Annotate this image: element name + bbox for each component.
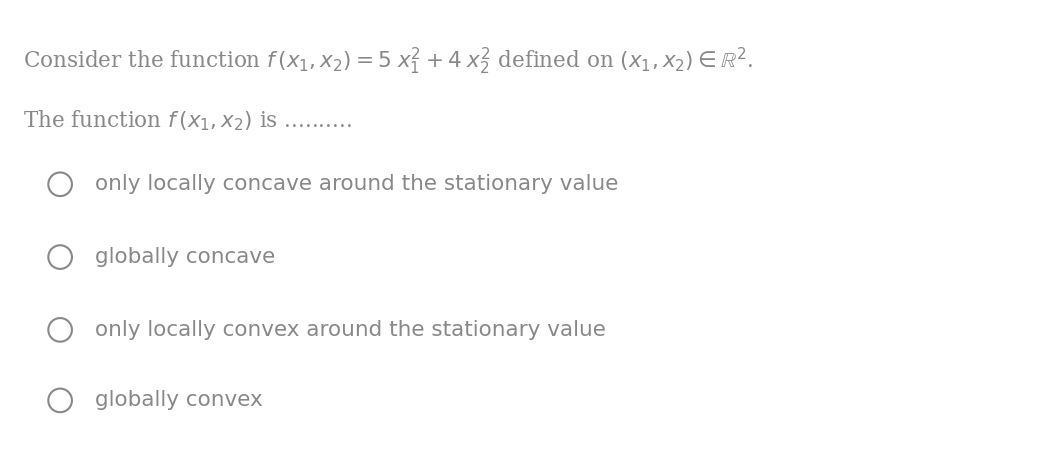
Text: Consider the function $f\,(x_1,x_2) = 5\; x_1^2 + 4\; x_2^2$ defined on $(x_1,x_: Consider the function $f\,(x_1,x_2) = 5\… xyxy=(23,46,753,77)
Text: only locally convex around the stationary value: only locally convex around the stationar… xyxy=(95,320,606,340)
Text: only locally concave around the stationary value: only locally concave around the stationa… xyxy=(95,174,618,194)
Text: globally concave: globally concave xyxy=(95,247,275,267)
Text: The function $f\,(x_1,x_2)$ is ..........: The function $f\,(x_1,x_2)$ is .........… xyxy=(23,108,352,133)
Text: globally convex: globally convex xyxy=(95,390,263,410)
